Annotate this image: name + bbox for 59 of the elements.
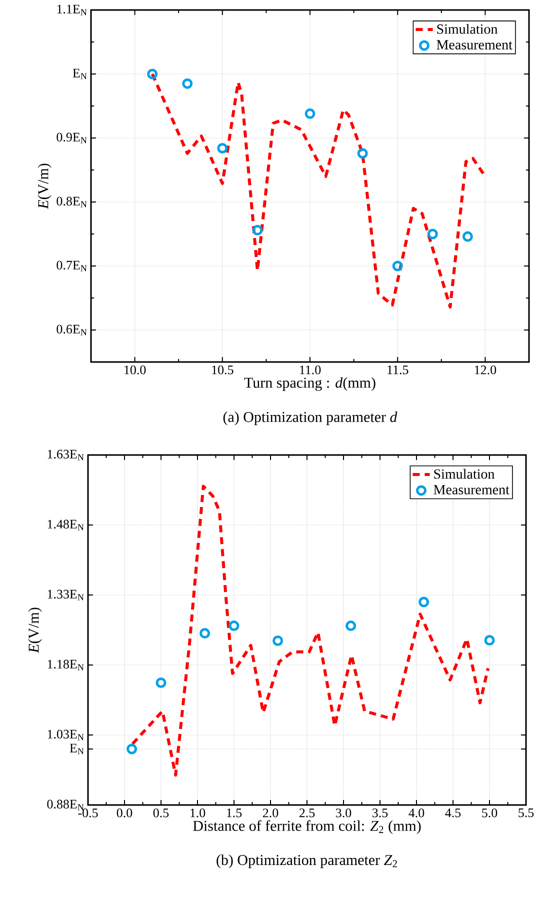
point [357,148,368,159]
text: (b) Optimization parameter Z$_{2}$ [216,854,397,868]
point [200,628,210,639]
legend-label: Measurement [436,40,512,50]
point [182,78,193,89]
x-tick-label: 4.5 [445,808,461,818]
point [147,68,158,80]
x-tick-label: 2.5 [299,808,315,818]
point [392,260,403,272]
legend-label: Simulation [437,24,498,34]
point [272,635,284,646]
point [217,142,228,154]
y-axis-title: E(V/m) [28,608,42,654]
point [427,228,438,240]
y-tick-label: 1.63E$_{N}$ [48,450,84,460]
text: (a) Optimization parameter d [223,412,398,426]
point [484,635,495,646]
y-tick-label: 1.33E$_{N}$ [48,590,84,600]
x-tick-label: 3.0 [336,808,352,818]
x-tick-label: 1.0 [190,808,206,818]
x-tick-label: 1.5 [227,808,242,818]
x-axis-title: Distance of ferrite from coil: Z$_{2}$ (mm) [193,820,421,834]
y-tick-label: 0.8E$_{N}$ [56,196,87,208]
point [304,108,316,119]
x-axis-title: Turn spacing : d(mm) [244,377,376,391]
y-tick-label: E$_{N}$ [72,68,87,80]
legend-label: Measurement [434,485,510,494]
point [126,744,138,754]
y-tick-label: 1.03E$_{N}$ [48,730,84,740]
x-tick-label: 5.0 [482,808,498,818]
x-tick-label: 3.5 [372,808,388,818]
point [346,620,356,632]
x-tick-label: 5.5 [518,808,534,818]
x-tick-label: 2.0 [262,808,278,818]
y-tick-label: 1.1E$_{N}$ [57,4,87,16]
x-tick-label: 0.0 [116,808,132,818]
point [228,620,240,632]
x-tick-label: 11.5 [388,366,408,374]
y-tick-label: 1.48E$_{N}$ [48,520,84,530]
point [418,596,430,608]
legend-label: Simulation [434,468,495,479]
x-tick-label: 10.5 [212,366,234,374]
y-tick-label: E$_{N}$ [70,744,84,754]
x-tick-label: 0.5 [153,808,169,818]
x-tick-label: 11.0 [300,366,321,374]
x-tick-label: 12.0 [474,366,496,374]
point [462,231,473,242]
y-tick-label: 0.88E$_{N}$ [47,800,84,810]
point [156,677,166,688]
x-tick-label: 10.0 [124,366,146,374]
y-tick-label: 1.18E$_{N}$ [48,660,84,670]
line-series [150,72,487,308]
x-tick-label: 4.0 [408,808,424,818]
y-tick-label: 0.9E$_{N}$ [56,132,87,144]
y-axis-title: E(V/m) [38,164,52,210]
x-tick-label: -0.5 [78,808,98,818]
y-tick-label: 0.7E$_{N}$ [56,260,87,272]
y-tick-label: 0.6E$_{N}$ [56,324,87,336]
point [252,224,263,236]
